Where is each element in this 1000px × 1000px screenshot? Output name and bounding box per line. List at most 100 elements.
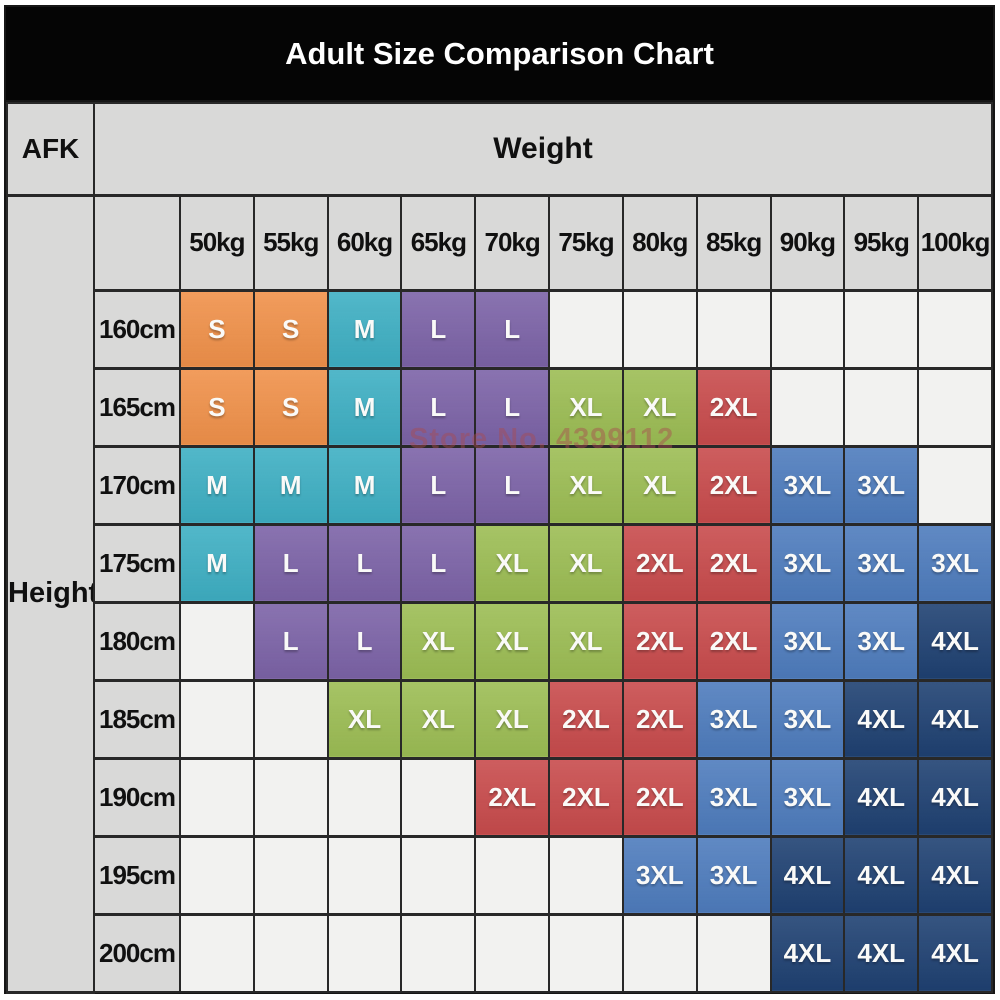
size-cell-170cm-70kg: L [474, 444, 551, 525]
size-cell-195cm-100kg: 4XL [917, 834, 993, 915]
size-cell-185cm-95kg: 4XL [843, 678, 920, 759]
size-cell-185cm-75kg: 2XL [548, 678, 624, 759]
size-cell-170cm-60kg: M [326, 444, 403, 525]
row-header-185cm: 185cm [93, 678, 181, 759]
column-header-75kg: 75kg [548, 194, 624, 292]
height-axis-label: Height [6, 194, 95, 994]
size-cell-160cm-50kg: S [179, 288, 255, 369]
row-header-160cm: 160cm [93, 288, 181, 369]
column-header-90kg: 90kg [769, 194, 846, 292]
size-chart: Adult Size Comparison Chart AFK Weight Hei… [4, 5, 995, 994]
size-cell-180cm-55kg: L [252, 600, 329, 681]
height-row-200cm: 200cm 4XL 4XL 4XL [7, 912, 993, 993]
height-row-190cm: 190cm 2XL 2XL 2XL 3XL 3XL 4XL 4XL [7, 756, 993, 837]
empty-cell-200cm-55kg [252, 912, 329, 993]
size-cell-190cm-75kg: 2XL [548, 756, 624, 837]
column-header-100kg: 100kg [917, 194, 993, 292]
size-cell-160cm-65kg: L [400, 288, 477, 369]
size-cell-190cm-80kg: 2XL [621, 756, 698, 837]
row-header-200cm: 200cm [93, 912, 181, 993]
row-header-165cm: 165cm [93, 366, 181, 447]
empty-cell-160cm-90kg [769, 288, 846, 369]
empty-cell-200cm-85kg [695, 912, 772, 993]
size-cell-170cm-85kg: 2XL [695, 444, 772, 525]
empty-cell-195cm-65kg [400, 834, 477, 915]
size-cell-175cm-60kg: L [326, 522, 403, 603]
size-cell-175cm-80kg: 2XL [621, 522, 698, 603]
size-cell-175cm-70kg: XL [474, 522, 551, 603]
empty-cell-170cm-100kg [917, 444, 993, 525]
height-row-160cm: 160cm S S M L L [7, 288, 993, 369]
size-table: AFK Weight Height 50kg 55kg 60kg 65kg 70kg 75kg 8… [6, 102, 993, 994]
size-cell-185cm-85kg: 3XL [695, 678, 772, 759]
empty-cell-195cm-70kg [474, 834, 551, 915]
spacer-cell [93, 194, 181, 292]
empty-cell-200cm-80kg [621, 912, 698, 993]
size-cell-195cm-80kg: 3XL [621, 834, 698, 915]
column-header-55kg: 55kg [252, 194, 329, 292]
height-row-195cm: 195cm 3XL 3XL 4XL 4XL 4XL [7, 834, 993, 915]
size-cell-165cm-60kg: M [326, 366, 403, 447]
size-cell-165cm-55kg: S [252, 366, 329, 447]
weight-axis-label: Weight [93, 102, 993, 197]
size-cell-170cm-75kg: XL [548, 444, 624, 525]
size-cell-180cm-60kg: L [326, 600, 403, 681]
size-cell-195cm-95kg: 4XL [843, 834, 920, 915]
size-cell-170cm-65kg: L [400, 444, 477, 525]
height-row-175cm: 175cm M L L L XL XL 2XL 2XL 3XL 3XL 3XL [7, 522, 993, 603]
size-cell-200cm-100kg: 4XL [917, 912, 993, 993]
size-cell-180cm-100kg: 4XL [917, 600, 993, 681]
size-cell-195cm-90kg: 4XL [769, 834, 846, 915]
size-cell-185cm-90kg: 3XL [769, 678, 846, 759]
weight-header-row: Height 50kg 55kg 60kg 65kg 70kg 75kg 80kg 85kg 90… [6, 194, 993, 994]
empty-cell-185cm-50kg [179, 678, 255, 759]
size-cell-190cm-90kg: 3XL [769, 756, 846, 837]
empty-cell-200cm-70kg [474, 912, 551, 993]
weight-axis-row: AFK Weight [6, 102, 993, 197]
column-header-95kg: 95kg [843, 194, 920, 292]
size-cell-180cm-85kg: 2XL [695, 600, 772, 681]
empty-cell-160cm-75kg [548, 288, 624, 369]
height-row-170cm: 170cm M M M L L XL XL 2XL 3XL 3XL [7, 444, 993, 525]
row-header-170cm: 170cm [93, 444, 181, 525]
empty-cell-190cm-55kg [252, 756, 329, 837]
size-cell-190cm-95kg: 4XL [843, 756, 920, 837]
size-cell-165cm-80kg: XL [621, 366, 698, 447]
corner-label-afk: AFK [6, 102, 95, 197]
empty-cell-195cm-50kg [179, 834, 255, 915]
size-cell-175cm-100kg: 3XL [917, 522, 993, 603]
empty-cell-160cm-85kg [695, 288, 772, 369]
empty-cell-195cm-55kg [252, 834, 329, 915]
size-cell-180cm-70kg: XL [474, 600, 551, 681]
empty-cell-165cm-95kg [843, 366, 920, 447]
size-cell-165cm-50kg: S [179, 366, 255, 447]
column-header-70kg: 70kg [474, 194, 551, 292]
size-cell-175cm-95kg: 3XL [843, 522, 920, 603]
height-row-180cm: 180cm L L XL XL XL 2XL 2XL 3XL 3XL 4XL [7, 600, 993, 681]
empty-cell-165cm-100kg [917, 366, 993, 447]
chart-title-banner: Adult Size Comparison Chart [6, 7, 993, 102]
height-row-185cm: 185cm XL XL XL 2XL 2XL 3XL 3XL 4XL 4XL [7, 678, 993, 759]
row-header-190cm: 190cm [93, 756, 181, 837]
column-header-65kg: 65kg [400, 194, 477, 292]
empty-cell-200cm-65kg [400, 912, 477, 993]
size-cell-200cm-95kg: 4XL [843, 912, 920, 993]
size-cell-170cm-55kg: M [252, 444, 329, 525]
size-cell-185cm-70kg: XL [474, 678, 551, 759]
size-cell-160cm-70kg: L [474, 288, 551, 369]
size-cell-180cm-95kg: 3XL [843, 600, 920, 681]
size-cell-185cm-100kg: 4XL [917, 678, 993, 759]
size-cell-185cm-65kg: XL [400, 678, 477, 759]
size-cell-195cm-85kg: 3XL [695, 834, 772, 915]
empty-cell-160cm-100kg [917, 288, 993, 369]
empty-cell-190cm-60kg [326, 756, 403, 837]
size-cell-180cm-80kg: 2XL [621, 600, 698, 681]
empty-cell-200cm-75kg [548, 912, 624, 993]
size-cell-175cm-50kg: M [179, 522, 255, 603]
size-cell-175cm-65kg: L [400, 522, 477, 603]
row-header-180cm: 180cm [93, 600, 181, 681]
size-cell-170cm-80kg: XL [621, 444, 698, 525]
size-cell-180cm-65kg: XL [400, 600, 477, 681]
chart-title: Adult Size Comparison Chart [285, 35, 714, 71]
size-cell-160cm-55kg: S [252, 288, 329, 369]
